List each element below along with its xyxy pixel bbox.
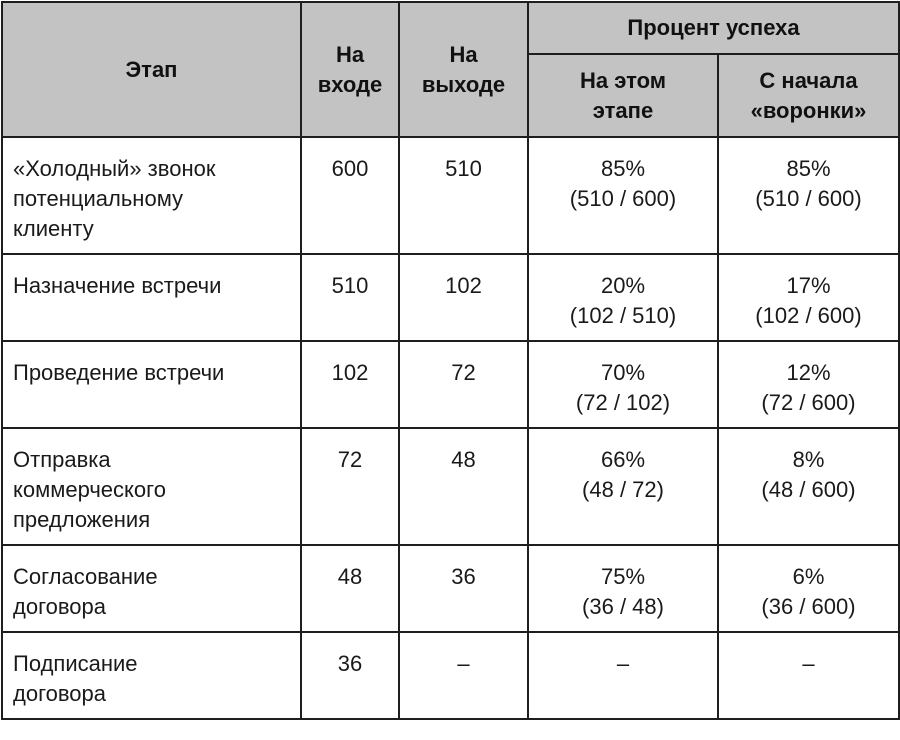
input-cell: 48 <box>300 544 400 633</box>
table-row: Подписание договора 36 – – – <box>1 631 900 720</box>
input-cell: 102 <box>300 340 400 429</box>
header-from-start: С начала «воронки» <box>716 53 900 138</box>
output-cell: 48 <box>398 427 529 546</box>
stage-cell: Отправка коммерческого предложения <box>1 427 302 546</box>
output-cell: 36 <box>398 544 529 633</box>
output-cell: – <box>398 631 529 720</box>
header-output: На выходе <box>398 1 529 138</box>
table-row: Отправка коммерческого предложения 72 48 6… <box>1 427 900 546</box>
from-start-cell: 85% (510 / 600) <box>716 136 900 255</box>
from-start-cell: 12% (72 / 600) <box>716 340 900 429</box>
table-row: Согласование договора 48 36 75% (36 / 48) … <box>1 544 900 633</box>
table-row: Назначение встречи 510 102 20% (102 / 510… <box>1 253 900 342</box>
output-cell: 72 <box>398 340 529 429</box>
this-stage-cell: 70% (72 / 102) <box>527 340 719 429</box>
stage-cell: «Холодный» звонок потенциальному клиенту <box>1 136 302 255</box>
table-row: «Холодный» звонок потенциальному клиенту 6… <box>1 136 900 255</box>
input-cell: 72 <box>300 427 400 546</box>
stage-cell: Проведение встречи <box>1 340 302 429</box>
header-this-stage: На этом этапе <box>527 53 719 138</box>
stage-cell: Назначение встречи <box>1 253 302 342</box>
stage-cell: Согласование договора <box>1 544 302 633</box>
stage-cell: Подписание договора <box>1 631 302 720</box>
this-stage-cell: 85% (510 / 600) <box>527 136 719 255</box>
input-cell: 36 <box>300 631 400 720</box>
header-stage: Этап <box>1 1 302 138</box>
from-start-cell: 8% (48 / 600) <box>716 427 900 546</box>
input-cell: 600 <box>300 136 400 255</box>
this-stage-cell: – <box>527 631 719 720</box>
output-cell: 102 <box>398 253 529 342</box>
from-start-cell: 6% (36 / 600) <box>716 544 900 633</box>
this-stage-cell: 20% (102 / 510) <box>527 253 719 342</box>
from-start-cell: 17% (102 / 600) <box>716 253 900 342</box>
header-success-group: Процент успеха <box>526 1 900 55</box>
this-stage-cell: 66% (48 / 72) <box>527 427 719 546</box>
table-row: Проведение встречи 102 72 70% (72 / 102) … <box>1 340 900 429</box>
this-stage-cell: 75% (36 / 48) <box>527 544 719 633</box>
sales-funnel-table: Этап На входе На выходе Процент успеха На … <box>1 1 900 720</box>
input-cell: 510 <box>300 253 400 342</box>
from-start-cell: – <box>716 631 900 720</box>
output-cell: 510 <box>398 136 529 255</box>
header-input: На входе <box>300 1 400 138</box>
